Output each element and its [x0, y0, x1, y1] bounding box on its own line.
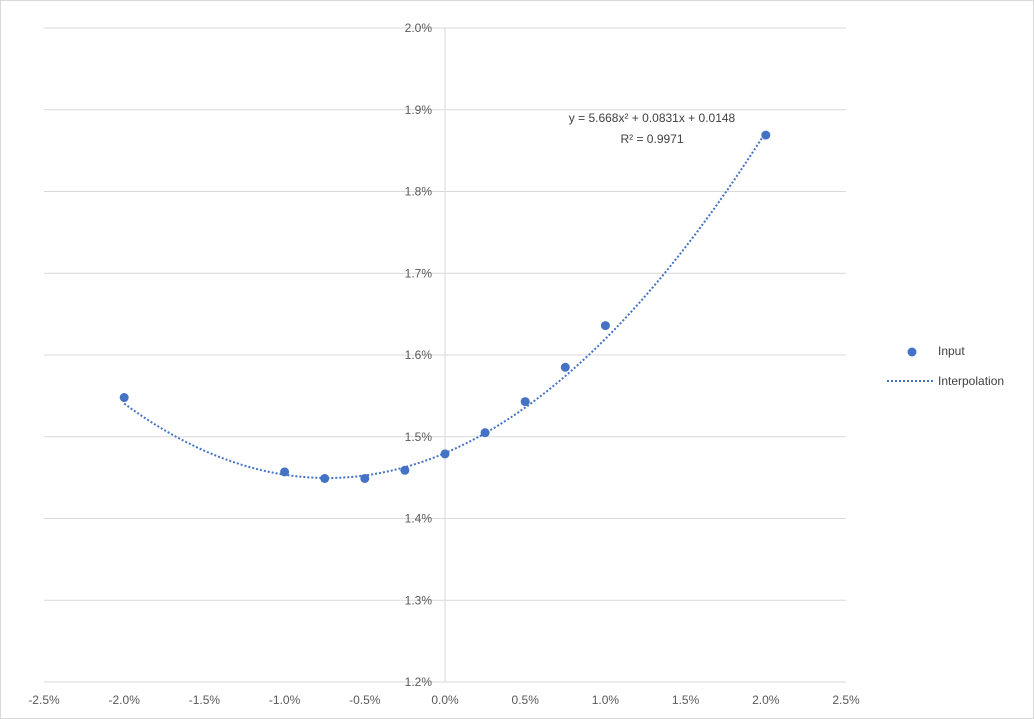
x-tick-label: -0.5%	[349, 693, 381, 707]
legend-item-input: Input	[907, 344, 965, 358]
data-point	[520, 397, 530, 407]
legend: Input Interpolation	[887, 344, 1004, 388]
x-tick-label: -1.5%	[189, 693, 221, 707]
data-point	[320, 473, 330, 483]
legend-label-input: Input	[938, 344, 965, 358]
data-point	[600, 321, 610, 331]
x-tick-label: 0.5%	[512, 693, 540, 707]
trendline-annotation: y = 5.668x² + 0.0831x + 0.0148 R² = 0.99…	[569, 111, 736, 146]
x-tick-label: 2.0%	[752, 693, 780, 707]
data-point	[560, 362, 570, 372]
x-tick-label: -2.5%	[28, 693, 60, 707]
x-tick-label: 1.5%	[672, 693, 700, 707]
markers-group	[119, 130, 771, 483]
y-tick-label: 1.5%	[405, 430, 433, 444]
y-tick-label: 1.3%	[405, 593, 433, 607]
data-point	[480, 428, 490, 438]
y-tick-label: 1.6%	[405, 348, 433, 362]
y-tick-label: 1.4%	[405, 512, 433, 526]
data-point	[761, 130, 771, 140]
data-point	[119, 393, 129, 403]
x-tick-label: 1.0%	[592, 693, 620, 707]
x-tick-label: -2.0%	[109, 693, 141, 707]
legend-marker-input	[907, 347, 917, 357]
y-tick-label: 1.8%	[405, 185, 433, 199]
x-tick-label: -1.0%	[269, 693, 301, 707]
trendline-equation: y = 5.668x² + 0.0831x + 0.0148	[569, 111, 736, 125]
data-point	[440, 449, 450, 459]
x-tick-label: 0.0%	[431, 693, 459, 707]
data-point	[400, 465, 410, 475]
data-point	[360, 473, 370, 483]
legend-item-interpolation: Interpolation	[887, 374, 1004, 388]
y-tick-label: 1.2%	[405, 675, 433, 689]
x-tick-label: 2.5%	[832, 693, 860, 707]
y-tick-label: 2.0%	[405, 21, 433, 35]
y-tick-label: 1.9%	[405, 103, 433, 117]
legend-label-interpolation: Interpolation	[938, 374, 1004, 388]
trendline-r-squared: R² = 0.9971	[620, 132, 683, 146]
tick-labels: 1.2% 1.3% 1.4% 1.5% 1.6% 1.7% 1.8% 1.9% 2.0% -2.5…	[28, 21, 860, 707]
y-tick-label: 1.7%	[405, 266, 433, 280]
data-point	[280, 467, 290, 477]
